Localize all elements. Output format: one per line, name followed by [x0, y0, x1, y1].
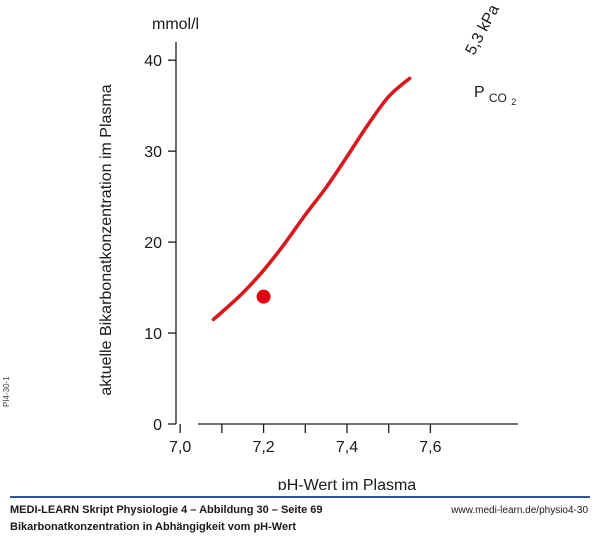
x-tick-label: 7,2 [252, 439, 274, 456]
y-axis-title: aktuelle Bikarbonatkonzentration im Plas… [98, 84, 115, 395]
x-axis-title: pH-Wert im Plasma [278, 477, 416, 490]
y-axis: 0 10 20 30 40 [144, 42, 177, 434]
figure-code: PI4-30-1 [2, 376, 11, 407]
point-layer [256, 289, 271, 304]
y-tick-label: 0 [153, 417, 162, 434]
curve-symbol-subsub: 2 [511, 97, 516, 107]
x-tick-label: 7,6 [419, 439, 441, 456]
y-tick-label: 30 [144, 144, 162, 161]
curve-symbol-main: P [474, 84, 484, 101]
footer-link[interactable]: www.medi-learn.de/physio4-30 [451, 505, 588, 516]
y-tick-label: 20 [144, 235, 162, 252]
y-tick-label: 40 [144, 53, 162, 70]
x-tick-label: 7,4 [336, 439, 358, 456]
curve-symbol-label: P CO 2 [474, 84, 516, 107]
x-axis: 7,0 7,2 7,4 7,6 [169, 423, 518, 456]
x-tick-label: 7,0 [169, 439, 191, 456]
curve-symbol-sub: CO [489, 91, 507, 105]
footer-subtitle: Bikarbonatkonzentration in Abhängigkeit … [10, 521, 297, 533]
data-point [256, 289, 271, 304]
curve-value-label: 5,3 kPa [463, 2, 504, 58]
y-unit-label: mmol/l [152, 16, 199, 33]
footer-title: MEDI-LEARN Skript Physiologie 4 – Abbild… [10, 504, 323, 516]
footer-divider [10, 496, 590, 498]
series-layer [211, 76, 412, 322]
y-tick-label: 10 [144, 326, 162, 343]
series-line [211, 76, 412, 322]
chart: 0 10 20 30 40 7,0 7,2 7,4 7,6 mmol/l aktuelle B… [98, 2, 518, 490]
